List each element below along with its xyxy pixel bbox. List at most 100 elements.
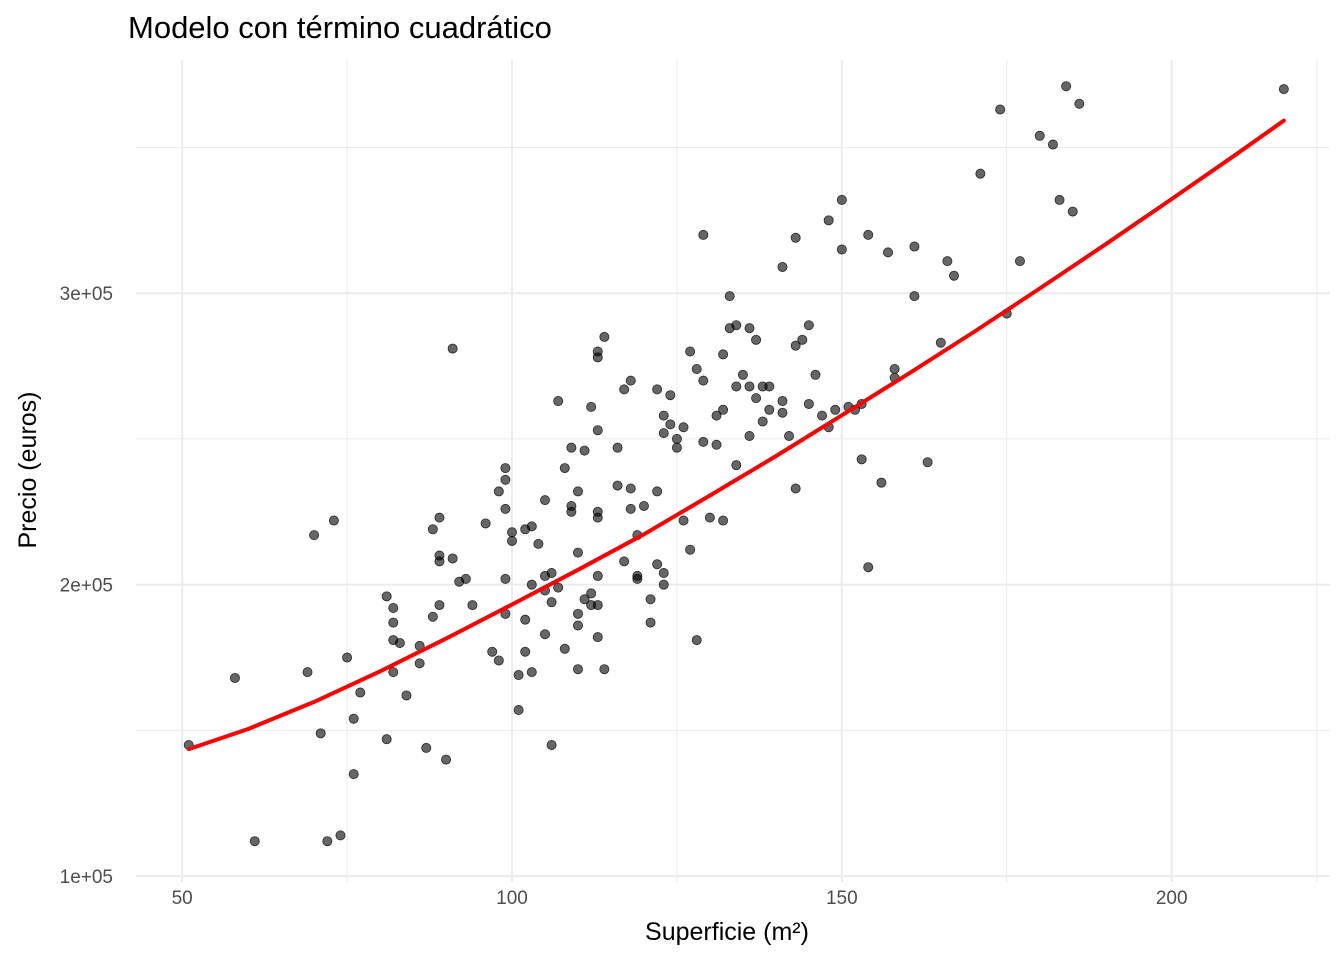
data-point xyxy=(711,439,722,450)
data-point xyxy=(731,460,742,471)
data-point xyxy=(784,431,795,442)
data-point xyxy=(658,579,669,590)
data-point xyxy=(1278,84,1289,95)
data-point xyxy=(665,419,676,430)
data-point xyxy=(592,600,603,611)
data-point xyxy=(394,637,405,648)
data-point xyxy=(777,261,788,272)
data-point xyxy=(572,664,583,675)
data-point xyxy=(876,477,887,488)
data-point xyxy=(553,582,564,593)
data-point xyxy=(500,503,511,514)
data-point xyxy=(797,334,808,345)
data-point xyxy=(520,646,531,657)
data-point xyxy=(975,168,986,179)
data-point xyxy=(810,369,821,380)
data-point xyxy=(355,687,366,698)
data-point xyxy=(790,483,801,494)
data-point xyxy=(447,553,458,564)
data-point xyxy=(889,363,900,374)
data-point xyxy=(328,515,339,526)
data-point xyxy=(836,194,847,205)
data-point xyxy=(507,527,518,538)
data-point xyxy=(553,396,564,407)
data-point xyxy=(520,614,531,625)
data-point xyxy=(724,291,735,302)
y-tick-label: 3e+05 xyxy=(60,284,113,305)
data-point xyxy=(592,632,603,643)
data-point xyxy=(599,664,610,675)
x-tick-label: 100 xyxy=(496,888,528,909)
data-point xyxy=(751,393,762,404)
data-point xyxy=(678,515,689,526)
data-point xyxy=(559,643,570,654)
data-point xyxy=(467,600,478,611)
data-point xyxy=(935,337,946,348)
data-point xyxy=(592,352,603,363)
data-point xyxy=(671,442,682,453)
data-point xyxy=(335,830,346,841)
data-point xyxy=(414,658,425,669)
data-point xyxy=(909,291,920,302)
data-point xyxy=(526,579,537,590)
data-point xyxy=(704,512,715,523)
data-point xyxy=(698,229,709,240)
data-point xyxy=(645,617,656,628)
data-point xyxy=(790,340,801,351)
data-point xyxy=(619,556,630,567)
data-point xyxy=(309,530,320,541)
data-point xyxy=(592,512,603,523)
data-point xyxy=(612,480,623,491)
x-tick-label: 50 xyxy=(172,888,193,909)
data-point xyxy=(764,404,775,415)
data-point xyxy=(348,769,359,780)
data-point xyxy=(302,667,313,678)
data-point xyxy=(751,334,762,345)
data-point xyxy=(539,495,550,506)
data-point xyxy=(322,836,333,847)
data-point xyxy=(507,535,518,546)
data-point xyxy=(460,573,471,584)
data-point xyxy=(249,836,260,847)
data-point xyxy=(579,445,590,456)
data-point xyxy=(863,229,874,240)
data-point xyxy=(883,247,894,258)
data-point xyxy=(493,486,504,497)
data-point xyxy=(500,573,511,584)
data-point xyxy=(586,401,597,412)
data-point xyxy=(579,594,590,605)
data-point xyxy=(586,588,597,599)
data-point xyxy=(652,384,663,395)
data-point xyxy=(718,404,729,415)
data-point xyxy=(229,672,240,683)
data-point xyxy=(625,483,636,494)
data-point xyxy=(632,573,643,584)
data-point xyxy=(566,500,577,511)
data-point xyxy=(948,270,959,281)
data-point xyxy=(1014,256,1025,267)
data-point xyxy=(777,407,788,418)
data-point xyxy=(909,241,920,252)
data-point xyxy=(546,597,557,608)
data-point xyxy=(718,515,729,526)
data-point xyxy=(678,422,689,433)
data-point xyxy=(836,244,847,255)
data-point xyxy=(698,436,709,447)
data-point xyxy=(1061,81,1072,92)
data-point xyxy=(348,713,359,724)
data-point xyxy=(830,404,841,415)
data-point xyxy=(388,617,399,628)
data-point xyxy=(572,486,583,497)
data-point xyxy=(856,454,867,465)
data-point xyxy=(546,740,557,751)
data-point xyxy=(315,728,326,739)
data-point xyxy=(658,410,669,421)
data-point xyxy=(447,343,458,354)
data-point xyxy=(685,346,696,357)
data-point xyxy=(625,375,636,386)
data-point xyxy=(559,463,570,474)
data-point xyxy=(995,104,1006,115)
data-point xyxy=(427,524,438,535)
